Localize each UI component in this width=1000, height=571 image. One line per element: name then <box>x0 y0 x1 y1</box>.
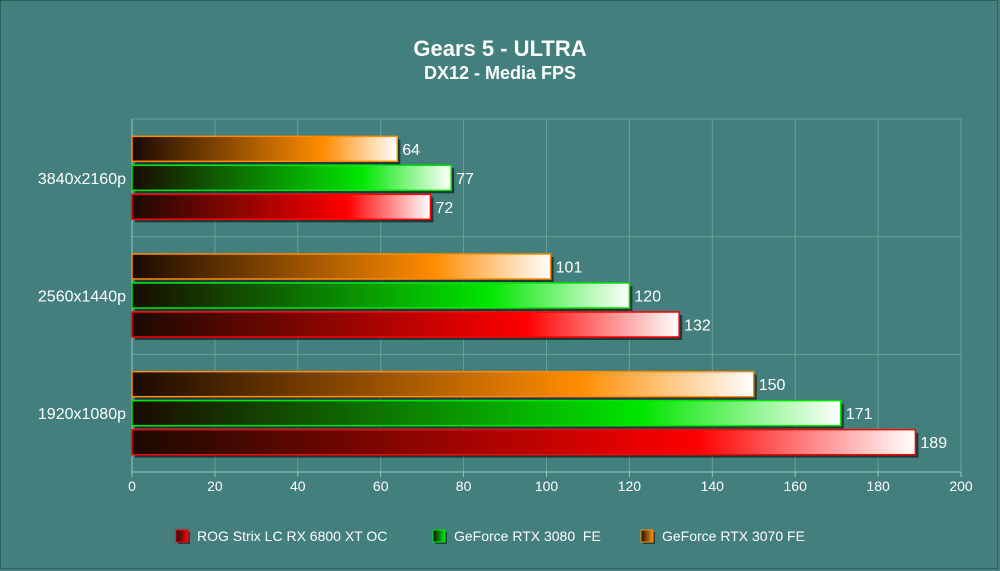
data-label-2-0: 150 <box>759 377 786 394</box>
x-tick-label-180: 180 <box>866 478 890 494</box>
bar-2-0 <box>131 370 755 398</box>
y-category-label-2: 1920x1080p <box>38 406 126 423</box>
legend-swatch-1 <box>432 529 446 543</box>
legend-label-2: GeForce RTX 3070 FE <box>662 528 805 544</box>
x-tick-label-60: 60 <box>373 478 389 494</box>
legend-swatch-0 <box>175 529 189 543</box>
data-label-0-1: 77 <box>456 171 474 188</box>
data-label-1-0: 101 <box>556 260 583 277</box>
data-label-0-2: 72 <box>435 200 453 217</box>
legend-label-0: ROG Strix LC RX 6800 XT OC <box>197 528 387 544</box>
x-tick-label-160: 160 <box>784 478 808 494</box>
bar-0-0 <box>131 135 399 163</box>
data-label-2-1: 171 <box>846 406 873 423</box>
x-tick-label-0: 0 <box>128 478 136 494</box>
chart-title: Gears 5 - ULTRA <box>413 36 586 61</box>
x-tick-label-20: 20 <box>207 478 223 494</box>
plot-area: 0 20 40 60 80 100 120 140 160 180 200 3840x2160p 64 7… <box>38 118 973 494</box>
bar-0-1 <box>131 164 452 192</box>
x-tick-label-120: 120 <box>618 478 642 494</box>
data-label-2-2: 189 <box>920 435 947 452</box>
bar-2-2 <box>131 428 917 456</box>
data-label-1-1: 120 <box>634 289 661 306</box>
legend: ROG Strix LC RX 6800 XT OC GeForce RTX 30… <box>175 528 805 544</box>
legend-label-1: GeForce RTX 3080 FE <box>454 528 601 544</box>
chart-subtitle: DX12 - Media FPS <box>424 63 576 83</box>
bar-0-2 <box>131 193 432 221</box>
x-tick-label-200: 200 <box>949 478 973 494</box>
bar-1-0 <box>131 253 552 280</box>
y-category-label-1: 2560x1440p <box>38 289 126 306</box>
bar-2-1 <box>131 399 842 427</box>
data-label-1-2: 132 <box>684 318 711 335</box>
x-tick-label-80: 80 <box>456 478 472 494</box>
bar-1-1 <box>131 282 631 309</box>
x-tick-label-40: 40 <box>290 478 306 494</box>
data-label-0-0: 64 <box>402 142 420 159</box>
bar-1-2 <box>131 311 680 338</box>
x-tick-label-140: 140 <box>701 478 725 494</box>
x-tick-label-100: 100 <box>535 478 559 494</box>
legend-swatch-2 <box>640 529 654 543</box>
y-category-label-0: 3840x2160p <box>38 171 126 188</box>
